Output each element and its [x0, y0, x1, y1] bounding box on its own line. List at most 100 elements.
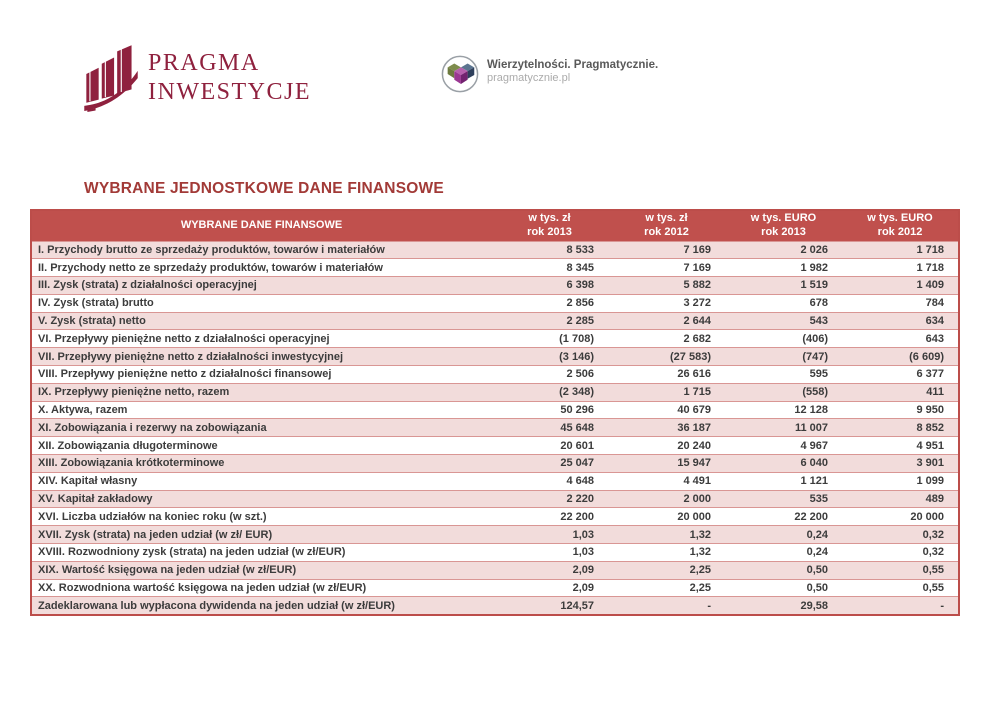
col-period: rok 2012	[644, 225, 689, 238]
row-label: VI. Przepływy pieniężne netto z działaln…	[31, 329, 491, 349]
row-value: 20 601	[491, 436, 608, 456]
row-value: 4 967	[725, 436, 842, 456]
row-value: 22 200	[491, 507, 608, 527]
row-value: 20 000	[842, 507, 959, 527]
row-value: 489	[842, 489, 959, 509]
row-value: 678	[725, 293, 842, 313]
row-value: 2,09	[491, 560, 608, 580]
table-header-label: WYBRANE DANE FINANSOWE	[31, 210, 491, 241]
row-value: 0,55	[842, 578, 959, 598]
row-value: (2 348)	[491, 382, 608, 402]
table-body: I. Przychody brutto ze sprzedaży produkt…	[31, 240, 959, 616]
row-label: XV. Kapitał zakładowy	[31, 489, 491, 509]
row-value: 1,03	[491, 525, 608, 545]
table-row: XX. Rozwodniona wartość księgowa na jede…	[31, 578, 959, 598]
table-header-row: WYBRANE DANE FINANSOWE w tys. zł rok 201…	[31, 210, 959, 241]
row-value: 8 345	[491, 258, 608, 278]
row-value: 2 682	[608, 329, 725, 349]
row-value: 50 296	[491, 400, 608, 420]
row-value: 1,03	[491, 543, 608, 562]
table-row: II. Przychody netto ze sprzedaży produkt…	[31, 258, 959, 278]
row-value: 535	[725, 489, 842, 509]
row-label: VII. Przepływy pieniężne netto z działal…	[31, 347, 491, 367]
table-row: XV. Kapitał zakładowy 2 220 2 000 535 489	[31, 489, 959, 509]
row-value: 20 240	[608, 436, 725, 456]
row-label: XVII. Zysk (strata) na jeden udział (w z…	[31, 525, 491, 545]
row-label: V. Zysk (strata) netto	[31, 311, 491, 331]
row-label: I. Przychody brutto ze sprzedaży produkt…	[31, 240, 491, 260]
table-row: XI. Zobowiązania i rezerwy na zobowiązan…	[31, 418, 959, 438]
table-row: VII. Przepływy pieniężne netto z działal…	[31, 347, 959, 367]
row-value: 4 648	[491, 471, 608, 491]
row-value: 25 047	[491, 454, 608, 473]
row-value: 7 169	[608, 240, 725, 260]
row-value: 643	[842, 329, 959, 349]
table-row: Zadeklarowana lub wypłacona dywidenda na…	[31, 596, 959, 616]
row-value: 543	[725, 311, 842, 331]
table-row: V. Zysk (strata) netto 2 285 2 644 543 634	[31, 311, 959, 331]
row-value: 8 533	[491, 240, 608, 260]
row-value: 1 519	[725, 276, 842, 295]
col-period: rok 2013	[761, 225, 806, 238]
row-value: 0,50	[725, 578, 842, 598]
row-label: XIX. Wartość księgowa na jeden udział (w…	[31, 560, 491, 580]
row-value: (27 583)	[608, 347, 725, 367]
table-header-col-1: w tys. zł rok 2013	[491, 210, 608, 241]
row-label: III. Zysk (strata) z działalności operac…	[31, 276, 491, 295]
row-value: (747)	[725, 347, 842, 367]
row-label: Zadeklarowana lub wypłacona dywidenda na…	[31, 596, 491, 616]
row-value: 6 040	[725, 454, 842, 473]
pragma-logo: PRAGMA INWESTYCJE	[84, 38, 311, 117]
row-label: VIII. Przepływy pieniężne netto z działa…	[31, 365, 491, 384]
row-label: IV. Zysk (strata) brutto	[31, 293, 491, 313]
table-header-col-4: w tys. EURO rok 2012	[842, 210, 959, 241]
row-label: XI. Zobowiązania i rezerwy na zobowiązan…	[31, 418, 491, 438]
col-unit: w tys. zł	[528, 212, 571, 224]
row-value: 4 491	[608, 471, 725, 491]
cube-logo-icon	[441, 55, 479, 98]
row-value: 784	[842, 293, 959, 313]
table-row: VIII. Przepływy pieniężne netto z działa…	[31, 365, 959, 384]
row-value: 2 856	[491, 293, 608, 313]
row-value: 2 285	[491, 311, 608, 331]
row-label: XX. Rozwodniona wartość księgowa na jede…	[31, 578, 491, 598]
row-value: 0,32	[842, 543, 959, 562]
row-value: 9 950	[842, 400, 959, 420]
table-header-col-2: w tys. zł rok 2012	[608, 210, 725, 241]
row-value: 2 506	[491, 365, 608, 384]
row-label: XVIII. Rozwodniony zysk (strata) na jede…	[31, 543, 491, 562]
table-row: XII. Zobowiązania długoterminowe 20 601 20…	[31, 436, 959, 456]
row-value: 0,32	[842, 525, 959, 545]
row-label: XII. Zobowiązania długoterminowe	[31, 436, 491, 456]
row-value: 1 718	[842, 258, 959, 278]
row-value: 2,09	[491, 578, 608, 598]
table-row: IX. Przepływy pieniężne netto, razem (2 3…	[31, 382, 959, 402]
row-label: XVI. Liczba udziałów na koniec roku (w s…	[31, 507, 491, 527]
financial-table: WYBRANE DANE FINANSOWE w tys. zł rok 201…	[30, 209, 960, 616]
pragma-logo-wordmark: PRAGMA INWESTYCJE	[148, 50, 311, 105]
row-value: 6 398	[491, 276, 608, 295]
row-value: 45 648	[491, 418, 608, 438]
row-value: 2,25	[608, 578, 725, 598]
col-unit: w tys. zł	[645, 212, 688, 224]
row-value: 0,55	[842, 560, 959, 580]
row-value: (1 708)	[491, 329, 608, 349]
row-value: 595	[725, 365, 842, 384]
row-value: 0,24	[725, 525, 842, 545]
row-value: 1,32	[608, 525, 725, 545]
row-value: 2 026	[725, 240, 842, 260]
row-value: (3 146)	[491, 347, 608, 367]
row-value: 22 200	[725, 507, 842, 527]
partner-site: pragmatycznie.pl	[487, 72, 571, 84]
row-value: -	[842, 596, 959, 616]
row-label: XIV. Kapitał własny	[31, 471, 491, 491]
row-label: X. Aktywa, razem	[31, 400, 491, 420]
row-value: 15 947	[608, 454, 725, 473]
row-value: 2 644	[608, 311, 725, 331]
row-value: 634	[842, 311, 959, 331]
col-unit: w tys. EURO	[750, 212, 817, 224]
row-value: (406)	[725, 329, 842, 349]
row-value: 11 007	[725, 418, 842, 438]
partner-tagline: Wierzytelności. Pragmatycznie.	[487, 59, 659, 71]
col-unit: w tys. EURO	[867, 212, 933, 224]
